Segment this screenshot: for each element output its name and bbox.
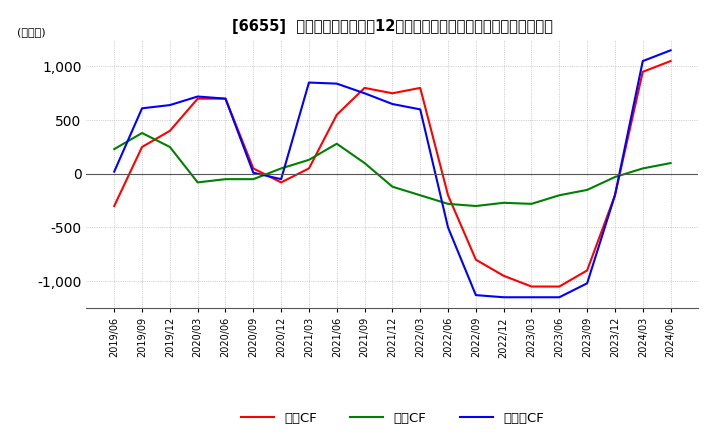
投資CF xyxy=(221,176,230,182)
投資CF xyxy=(360,161,369,166)
投資CF xyxy=(305,157,313,162)
フリーCF xyxy=(166,103,174,108)
フリーCF xyxy=(639,59,647,64)
営業CF xyxy=(305,166,313,171)
営業CF xyxy=(527,284,536,289)
営業CF xyxy=(110,203,119,209)
営業CF xyxy=(388,91,397,96)
フリーCF xyxy=(333,81,341,86)
フリーCF xyxy=(500,295,508,300)
フリーCF xyxy=(388,101,397,106)
フリーCF xyxy=(527,295,536,300)
投資CF xyxy=(138,130,146,136)
投資CF xyxy=(388,184,397,189)
フリーCF xyxy=(194,94,202,99)
フリーCF xyxy=(360,91,369,96)
営業CF xyxy=(666,59,675,64)
投資CF xyxy=(472,203,480,209)
フリーCF xyxy=(276,176,285,182)
営業CF xyxy=(555,284,564,289)
Y-axis label: (百万円): (百万円) xyxy=(17,27,45,37)
Line: 投資CF: 投資CF xyxy=(114,133,670,206)
営業CF xyxy=(276,180,285,185)
Line: フリーCF: フリーCF xyxy=(114,50,670,297)
フリーCF xyxy=(221,96,230,101)
Legend: 営業CF, 投資CF, フリーCF: 営業CF, 投資CF, フリーCF xyxy=(235,407,549,430)
Title: [6655]  キャッシュフローの12か月移動合計の対前年同期増減額の推移: [6655] キャッシュフローの12か月移動合計の対前年同期増減額の推移 xyxy=(232,19,553,34)
フリーCF xyxy=(582,281,591,286)
投資CF xyxy=(639,166,647,171)
フリーCF xyxy=(555,295,564,300)
投資CF xyxy=(166,144,174,150)
Line: 営業CF: 営業CF xyxy=(114,61,670,286)
フリーCF xyxy=(666,48,675,53)
フリーCF xyxy=(472,293,480,298)
フリーCF xyxy=(611,193,619,198)
営業CF xyxy=(611,193,619,198)
営業CF xyxy=(360,85,369,91)
営業CF xyxy=(194,96,202,101)
投資CF xyxy=(555,193,564,198)
投資CF xyxy=(110,147,119,152)
営業CF xyxy=(166,128,174,133)
投資CF xyxy=(500,200,508,205)
投資CF xyxy=(666,161,675,166)
営業CF xyxy=(582,268,591,273)
フリーCF xyxy=(305,80,313,85)
フリーCF xyxy=(138,106,146,111)
営業CF xyxy=(249,166,258,171)
フリーCF xyxy=(416,107,425,112)
投資CF xyxy=(611,174,619,180)
営業CF xyxy=(221,96,230,101)
投資CF xyxy=(527,201,536,206)
営業CF xyxy=(333,112,341,117)
投資CF xyxy=(333,141,341,147)
投資CF xyxy=(582,187,591,193)
投資CF xyxy=(194,180,202,185)
営業CF xyxy=(138,144,146,150)
投資CF xyxy=(416,193,425,198)
営業CF xyxy=(472,257,480,262)
フリーCF xyxy=(249,170,258,176)
投資CF xyxy=(444,201,452,206)
投資CF xyxy=(276,166,285,171)
投資CF xyxy=(249,176,258,182)
営業CF xyxy=(416,85,425,91)
営業CF xyxy=(639,69,647,74)
営業CF xyxy=(500,273,508,279)
営業CF xyxy=(444,193,452,198)
フリーCF xyxy=(444,225,452,230)
フリーCF xyxy=(110,169,119,174)
